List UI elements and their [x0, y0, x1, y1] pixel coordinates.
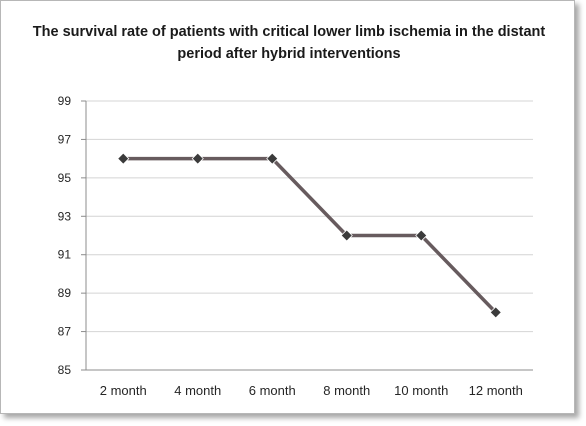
data-point-marker: [117, 152, 130, 165]
data-point-marker: [340, 229, 353, 242]
axes: [81, 100, 533, 371]
series: [117, 152, 502, 319]
y-tick-label: 85: [58, 363, 72, 377]
x-tick-label: 4 month: [174, 383, 221, 398]
data-point-marker: [415, 229, 428, 242]
data-point-marker: [191, 152, 204, 165]
y-tick-label: 99: [58, 94, 72, 108]
chart-frame: The survival rate of patients with criti…: [0, 0, 575, 414]
data-point-marker: [266, 152, 279, 165]
y-tick-labels: 99 97 95 93 91 89 87 85: [58, 94, 72, 377]
x-tick-label: 8 month: [323, 383, 370, 398]
chart-title: The survival rate of patients with criti…: [32, 24, 546, 62]
x-tick-label: 12 month: [469, 383, 523, 398]
x-tick-label: 6 month: [249, 383, 296, 398]
y-tick-label: 93: [58, 209, 72, 223]
x-tick-label: 2 month: [100, 383, 147, 398]
y-tick-label: 87: [58, 325, 72, 339]
series-line: [123, 156, 498, 314]
x-tick-label: 10 month: [394, 383, 448, 398]
data-point-marker: [489, 306, 502, 319]
y-tick-label: 89: [58, 286, 72, 300]
y-tick-label: 91: [58, 248, 72, 262]
gridlines: [86, 100, 533, 333]
y-tick-label: 95: [58, 171, 72, 185]
y-tick-label: 97: [58, 132, 72, 146]
x-tick-labels: 2 month 4 month 6 month 8 month 10 month 12 m…: [100, 383, 523, 398]
